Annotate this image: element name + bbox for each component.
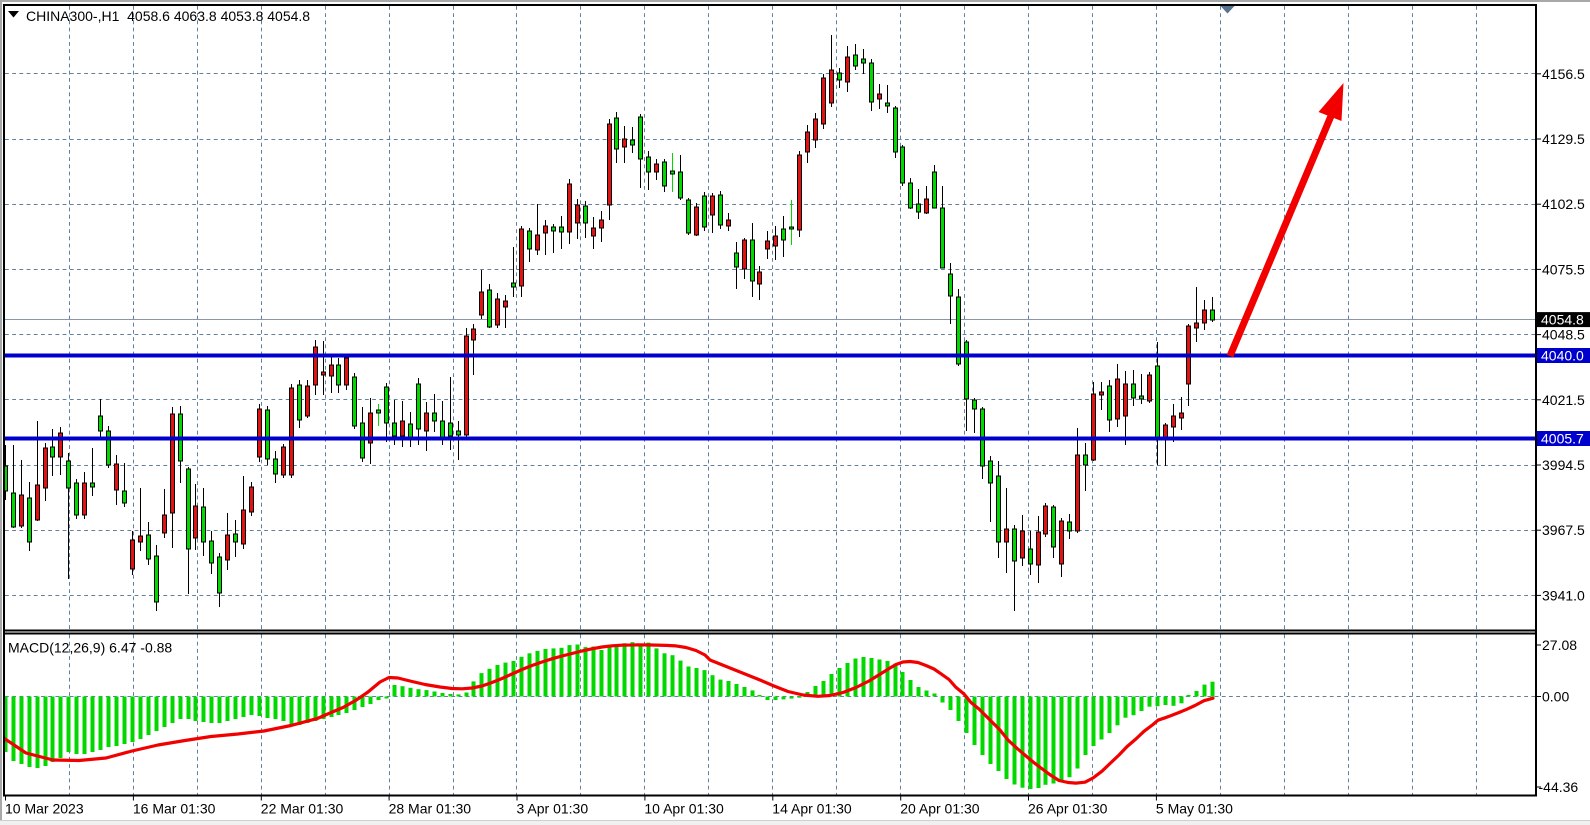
svg-text:-44.36: -44.36	[1539, 779, 1579, 795]
svg-text:28 Mar 01:30: 28 Mar 01:30	[389, 801, 472, 817]
svg-text:0.00: 0.00	[1542, 689, 1569, 705]
svg-text:4156.5: 4156.5	[1542, 66, 1585, 82]
svg-text:3 Apr 01:30: 3 Apr 01:30	[517, 801, 589, 817]
svg-text:27.08: 27.08	[1542, 637, 1577, 653]
svg-text:3941.0: 3941.0	[1542, 587, 1585, 603]
svg-text:CHINA300-,H1 4058.6 4063.8 40: CHINA300-,H1 4058.6 4063.8 4053.8 4054.8	[26, 8, 310, 24]
svg-text:5 May 01:30: 5 May 01:30	[1156, 801, 1233, 817]
svg-text:MACD(12,26,9) 6.47 -0.88: MACD(12,26,9) 6.47 -0.88	[8, 640, 172, 656]
svg-text:10 Apr 01:30: 10 Apr 01:30	[644, 801, 724, 817]
svg-text:4005.7: 4005.7	[1541, 431, 1584, 447]
svg-text:10 Mar 2023: 10 Mar 2023	[5, 801, 84, 817]
svg-text:26 Apr 01:30: 26 Apr 01:30	[1028, 801, 1108, 817]
svg-text:4129.5: 4129.5	[1542, 131, 1585, 147]
svg-text:4054.8: 4054.8	[1541, 312, 1584, 328]
svg-text:20 Apr 01:30: 20 Apr 01:30	[900, 801, 980, 817]
svg-text:22 Mar 01:30: 22 Mar 01:30	[261, 801, 344, 817]
svg-text:14 Apr 01:30: 14 Apr 01:30	[772, 801, 852, 817]
svg-text:4075.5: 4075.5	[1542, 261, 1585, 277]
svg-text:4048.5: 4048.5	[1542, 327, 1585, 343]
svg-text:4021.5: 4021.5	[1542, 392, 1585, 408]
svg-text:3994.5: 3994.5	[1542, 457, 1585, 473]
svg-text:16 Mar 01:30: 16 Mar 01:30	[133, 801, 216, 817]
svg-text:3967.5: 3967.5	[1542, 522, 1585, 538]
svg-text:4102.5: 4102.5	[1542, 196, 1585, 212]
svg-text:4040.0: 4040.0	[1541, 348, 1584, 364]
